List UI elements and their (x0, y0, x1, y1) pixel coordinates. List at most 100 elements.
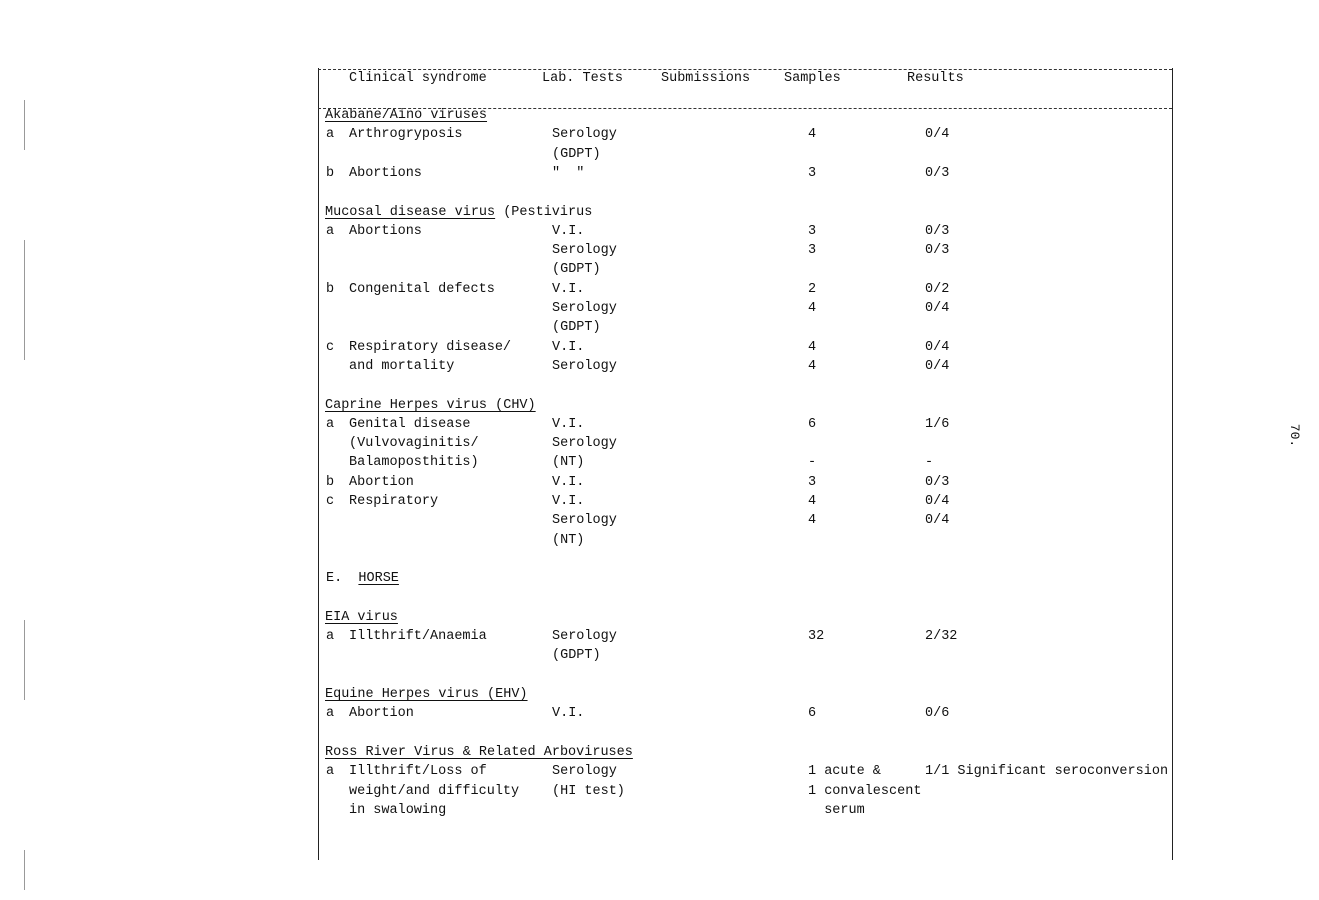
samples-cell: 4 (808, 358, 817, 374)
virus-heading: EIA virus (325, 609, 398, 625)
section-prefix: E. (326, 571, 359, 587)
item-letter: b (326, 474, 335, 490)
lab-test-cell: (GDPT) (552, 146, 601, 162)
item-letter: a (326, 416, 335, 432)
page-number: 70. (1287, 423, 1303, 448)
clinical-syndrome-cell: Illthrift/Anaemia (349, 629, 487, 645)
item-letter: b (326, 281, 335, 297)
clinical-syndrome-cell: Abortion (349, 706, 414, 722)
section-heading-row: Ross River Virus & Related Arboviruses (0, 745, 1319, 764)
table-row: b Congenital defects V.I. 2 0/2 (0, 282, 1319, 301)
section-heading-row: Mucosal disease virus (Pestivirus (0, 205, 1319, 224)
scan-edge-mark (24, 850, 25, 890)
table-row (0, 726, 1319, 745)
samples-cell: 32 (808, 629, 825, 645)
samples-cell: 3 (808, 223, 817, 239)
scan-edge-mark (24, 100, 25, 150)
virus-heading: Caprine Herpes virus (CHV) (325, 397, 536, 413)
scan-edge-mark (24, 240, 25, 360)
virus-heading: Equine Herpes virus (EHV) (325, 687, 528, 702)
lab-test-cell: (GDPT) (552, 320, 601, 336)
lab-test-cell: Serology (552, 764, 617, 780)
item-letter: a (326, 706, 335, 722)
lab-test-cell: V.I. (552, 339, 585, 355)
lab-test-cell: (NT) (552, 455, 585, 471)
clinical-syndrome-cell: Illthrift/Loss of (349, 764, 487, 780)
virus-heading: Mucosal disease virus (325, 204, 496, 220)
samples-cell: 4 (808, 513, 817, 529)
item-letter: a (326, 764, 335, 780)
clinical-syndrome-cell: and mortality (349, 358, 455, 374)
table-top-rule (318, 69, 1172, 70)
lab-test-cell: (GDPT) (552, 648, 601, 664)
results-cell: 0/3 (925, 223, 950, 239)
clinical-syndrome-cell: Arthrogryposis (349, 127, 463, 143)
samples-cell: 4 (808, 127, 817, 143)
samples-cell: serum (808, 802, 865, 818)
table-row: Serology 3 0/3 (0, 243, 1319, 262)
table-row: c Respiratory V.I. 4 0/4 (0, 494, 1319, 513)
column-header-submissions: Submissions (661, 71, 751, 86)
results-cell: 2/32 (925, 629, 958, 645)
results-cell: 0/4 (925, 301, 950, 316)
clinical-syndrome-cell: Respiratory disease/ (349, 339, 512, 355)
item-letter: b (326, 165, 335, 181)
clinical-syndrome-cell: weight/and difficulty (349, 783, 520, 799)
item-letter: c (326, 339, 335, 355)
table-row: b Abortion V.I. 3 0/3 (0, 475, 1319, 494)
lab-test-cell: Serology (552, 301, 617, 316)
table-row (0, 591, 1319, 610)
clinical-syndrome-cell: Abortions (349, 223, 422, 239)
section-heading-row: Akabane/Aino viruses (0, 108, 1319, 127)
virus-heading: Akabane/Aino viruses (325, 108, 488, 123)
samples-cell: 3 (808, 474, 817, 490)
lab-test-cell: Serology (552, 629, 617, 645)
column-header-clinical-syndrome: Clinical syndrome (349, 71, 487, 86)
results-cell: 0/3 (925, 165, 950, 181)
lab-test-cell: V.I. (552, 706, 585, 722)
lab-test-cell: V.I. (552, 474, 585, 490)
section-heading-row: EIA virus (0, 610, 1319, 629)
section-title: E. HORSE (326, 571, 399, 586)
table-row (0, 552, 1319, 571)
lab-test-cell: V.I. (552, 281, 585, 297)
samples-cell: 3 (808, 243, 817, 259)
lab-test-cell: Serology (552, 127, 617, 143)
table-row: and mortality Serology 4 0/4 (0, 359, 1319, 378)
results-cell: 0/4 (925, 513, 950, 529)
scan-edge-mark (24, 620, 25, 700)
results-cell: 1/1 Significant seroconversion (925, 764, 1169, 780)
samples-cell: 2 (808, 281, 817, 297)
table-row: b Abortions " " 3 0/3 (0, 166, 1319, 185)
results-cell: 1/6 (925, 416, 950, 432)
lab-test-cell: (GDPT) (552, 262, 601, 278)
lab-test-cell: (HI test) (552, 783, 625, 799)
table-row: a Genital disease V.I. 6 1/6 (0, 417, 1319, 436)
column-header-samples: Samples (784, 71, 841, 86)
results-cell: 0/4 (925, 494, 950, 509)
samples-cell: 4 (808, 301, 817, 316)
table-row (0, 668, 1319, 687)
item-letter: c (326, 494, 335, 509)
section-title-row: E. HORSE (0, 571, 1319, 590)
results-cell: 0/3 (925, 474, 950, 490)
results-cell: 0/2 (925, 281, 950, 297)
table-row: (GDPT) (0, 147, 1319, 166)
lab-test-cell: (NT) (552, 532, 585, 548)
table-row: Balamoposthitis) (NT) - - (0, 455, 1319, 474)
samples-cell: 4 (808, 339, 817, 355)
samples-cell: 1 acute & (808, 764, 881, 780)
table-row: (Vulvovaginitis/Serology (0, 436, 1319, 455)
lab-test-cell: V.I. (552, 494, 585, 509)
samples-cell: 3 (808, 165, 817, 181)
lab-test-cell: Serology (552, 436, 617, 452)
clinical-syndrome-cell: Abortion (349, 474, 414, 490)
lab-test-cell: V.I. (552, 223, 585, 239)
table-row: a Abortion V.I. 6 0/6 (0, 706, 1319, 725)
clinical-syndrome-cell: in swalowing (349, 802, 447, 818)
table-frame (318, 68, 1173, 860)
item-letter: a (326, 629, 335, 645)
item-letter: a (326, 127, 335, 143)
lab-test-cell: V.I. (552, 416, 585, 432)
table-row: a Illthrift/Anaemia Serology 32 2/32 (0, 629, 1319, 648)
